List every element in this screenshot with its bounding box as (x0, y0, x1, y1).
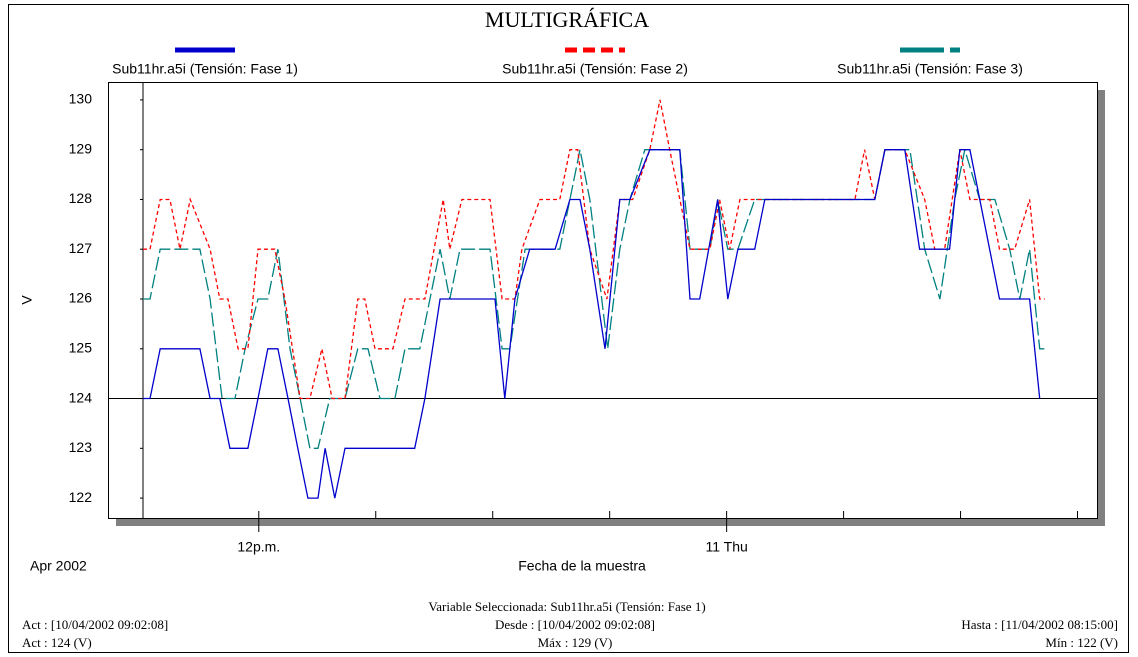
x-axis-label: Fecha de la muestra (518, 558, 646, 574)
footer-act-date: Act : [10/04/2002 09:02:08] (22, 617, 168, 632)
legend-label: Sub11hr.a5i (Tensión: Fase 1) (112, 61, 298, 77)
series-line (143, 149, 1041, 499)
footer-variable: Variable Seleccionada: Sub11hr.a5i (Tens… (428, 599, 705, 614)
footer-act-value: Act : 124 (V) (22, 635, 92, 650)
footer-max: Máx : 129 (V) (538, 635, 613, 650)
y-tick-label: 130 (69, 91, 93, 107)
y-tick-label: 126 (69, 290, 93, 306)
legend-label: Sub11hr.a5i (Tensión: Fase 2) (502, 61, 688, 77)
footer-min: Mín : 122 (V) (1045, 635, 1118, 650)
y-axis-label: V (19, 295, 35, 305)
series-line (143, 99, 1045, 400)
y-tick-label: 128 (69, 190, 93, 206)
y-tick-label: 124 (69, 389, 93, 405)
chart-title: MULTIGRÁFICA (485, 7, 649, 32)
x-period-label: Apr 2002 (30, 558, 87, 574)
y-tick-label: 122 (69, 489, 93, 505)
y-tick-label: 129 (69, 140, 93, 156)
plot-frame (108, 82, 1098, 519)
y-tick-label: 127 (69, 240, 93, 256)
x-tick-label: 11 Thu (705, 539, 747, 555)
x-tick-label: 12p.m. (237, 539, 280, 555)
footer-hasta: Hasta : [11/04/2002 08:15:00] (961, 617, 1118, 632)
legend-label: Sub11hr.a5i (Tensión: Fase 3) (837, 61, 1023, 77)
y-tick-label: 125 (69, 339, 93, 355)
footer-desde: Desde : [10/04/2002 09:02:08] (495, 617, 655, 632)
y-tick-label: 123 (69, 439, 93, 455)
